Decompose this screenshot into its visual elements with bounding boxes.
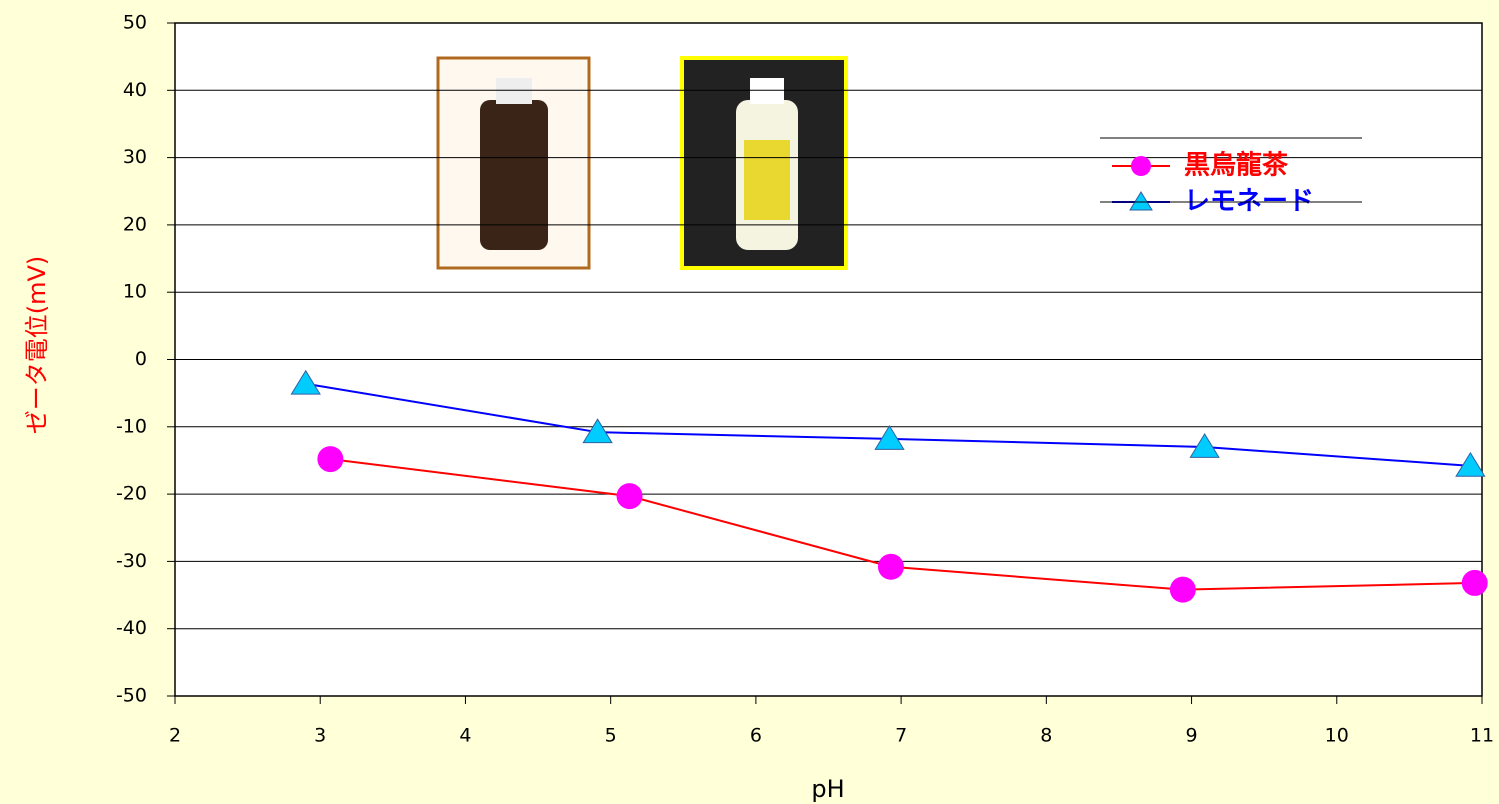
product-images bbox=[436, 56, 848, 270]
y-tick-label: -20 bbox=[116, 483, 147, 505]
x-tick-label: 2 bbox=[169, 725, 181, 747]
y-tick-label: -30 bbox=[116, 550, 147, 572]
lemonade-cap bbox=[750, 78, 784, 104]
lemonade-label bbox=[744, 140, 790, 220]
x-tick-label: 3 bbox=[314, 725, 326, 747]
x-tick-label: 9 bbox=[1186, 725, 1198, 747]
y-tick-label: -10 bbox=[116, 415, 147, 437]
legend-label: 黒烏龍茶 bbox=[1184, 150, 1289, 181]
point bbox=[1189, 433, 1220, 458]
y-tick-label: 10 bbox=[123, 281, 147, 303]
point bbox=[582, 418, 613, 444]
x-tick-label: 8 bbox=[1040, 725, 1052, 747]
y-tick-label: -50 bbox=[116, 685, 147, 707]
tea-cap bbox=[496, 78, 532, 104]
x-tick-label: 5 bbox=[605, 725, 617, 747]
point bbox=[1461, 569, 1488, 596]
point bbox=[877, 553, 904, 580]
x-tick-label: 7 bbox=[895, 725, 907, 747]
point bbox=[1455, 451, 1486, 477]
point bbox=[317, 446, 344, 473]
y-tick-label: 20 bbox=[123, 213, 147, 235]
legend-marker bbox=[1129, 191, 1153, 211]
point bbox=[290, 369, 321, 395]
point bbox=[616, 483, 643, 510]
x-tick-label: 11 bbox=[1470, 725, 1494, 747]
y-tick-label: 50 bbox=[123, 12, 147, 34]
point bbox=[1169, 576, 1196, 603]
point bbox=[874, 424, 905, 450]
y-axis-label: ゼータ電位(mV) bbox=[23, 256, 51, 435]
y-tick-label: 40 bbox=[123, 79, 147, 101]
y-tick-label: 0 bbox=[135, 348, 147, 370]
tea-bottle bbox=[480, 100, 548, 250]
x-tick-label: 6 bbox=[750, 725, 762, 747]
y-tick-label: 30 bbox=[123, 146, 147, 168]
x-tick-label: 4 bbox=[459, 725, 471, 747]
y-tick-label: -40 bbox=[116, 617, 147, 639]
x-tick-label: 10 bbox=[1325, 725, 1349, 747]
x-axis-label: pH bbox=[811, 775, 844, 803]
legend-marker bbox=[1131, 156, 1151, 176]
